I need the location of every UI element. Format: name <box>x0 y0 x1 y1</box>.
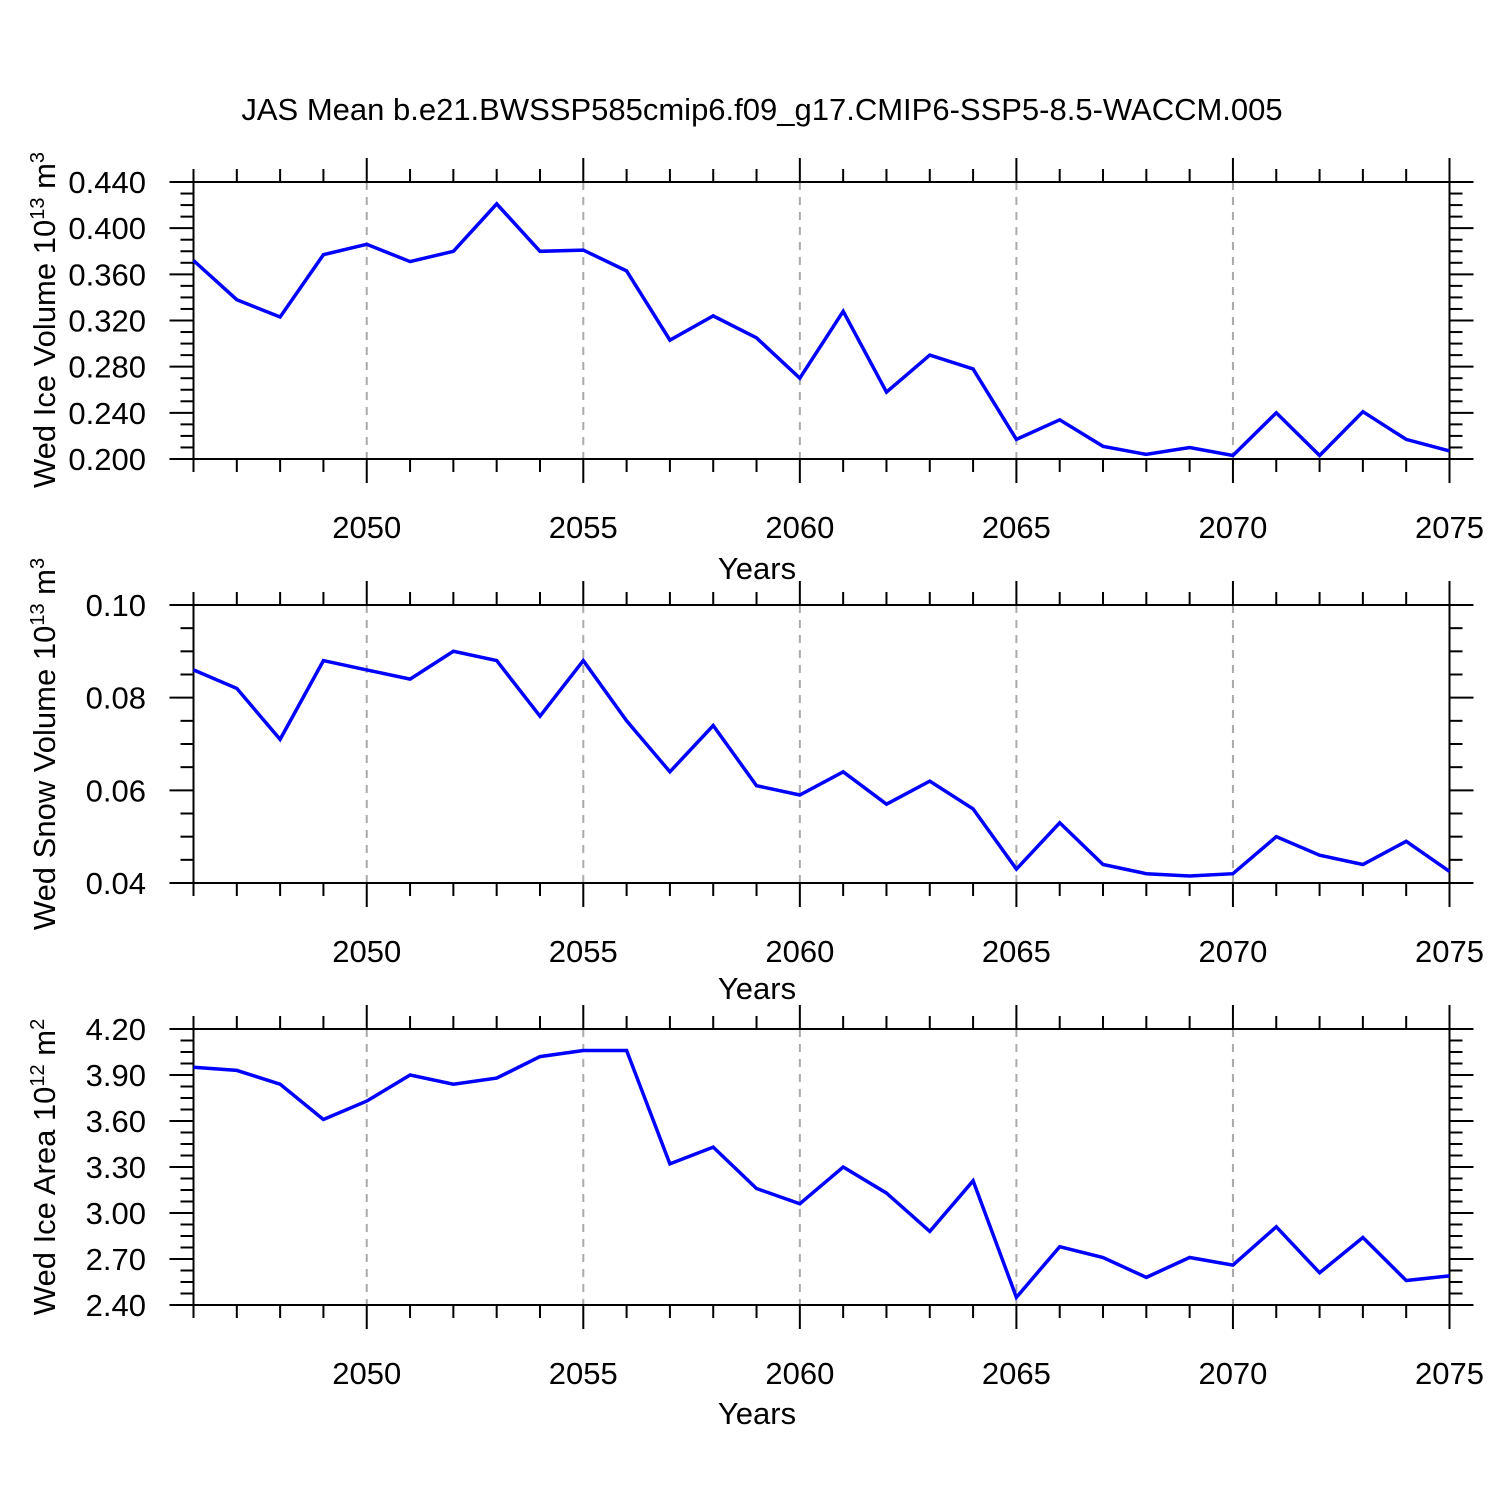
y-tick-label: 4.20 <box>86 1012 146 1047</box>
x-tick-label: 2055 <box>549 934 618 969</box>
unit-exponent: 2 <box>27 1018 49 1030</box>
plot-border <box>192 1028 1451 1306</box>
y-axis-unit: m <box>27 568 62 604</box>
x-tick-label: 2075 <box>1415 934 1484 969</box>
x-tick-label: 2065 <box>982 934 1051 969</box>
y-tick-label: 3.30 <box>86 1150 146 1185</box>
x-tick-label: 2065 <box>982 510 1051 545</box>
exponent: 13 <box>27 603 49 626</box>
y-tick-label: 0.08 <box>86 681 146 716</box>
y-axis-title-text: Wed Ice Volume 10 <box>27 219 62 489</box>
chart-panel-2: 0.04 0.06 0.08 0.10 2050 2055 2060 2065 2070 2075 <box>86 581 1484 969</box>
data-line <box>193 1048 1450 1301</box>
y-tick-label: 2.40 <box>86 1288 146 1323</box>
x-tick-label: 2050 <box>332 934 401 969</box>
y-tick-label: 3.60 <box>86 1104 146 1139</box>
plot-border <box>192 181 1451 460</box>
exponent: 13 <box>27 197 49 220</box>
y-tick-label: 2.70 <box>86 1242 146 1277</box>
x-axis-title-middle: Years <box>717 971 797 1006</box>
y-tick-label: 3.90 <box>86 1058 146 1093</box>
y-tick-label: 0.04 <box>86 866 146 901</box>
y-tick-label: 0.06 <box>86 773 146 808</box>
y-tick-label: 0.240 <box>68 396 146 431</box>
y-tick-label: 0.320 <box>68 304 146 339</box>
x-tick-label: 2065 <box>982 1356 1051 1391</box>
x-tick-label: 2075 <box>1415 1356 1484 1391</box>
y-tick-label: 0.440 <box>68 165 146 200</box>
figure-title: JAS Mean b.e21.BWSSP585cmip6.f09_g17.CMI… <box>241 92 1283 127</box>
y-axis-title-ice-area: Wed Ice Area 1012 m2 <box>27 1019 63 1315</box>
x-tick-label: 2070 <box>1198 510 1267 545</box>
y-axis-title-text: Wed Ice Area 10 <box>27 1086 62 1316</box>
x-tick-label: 2070 <box>1198 1356 1267 1391</box>
plot-border <box>192 604 1451 884</box>
unit-exponent: 3 <box>27 151 49 164</box>
y-tick-label: 0.200 <box>68 442 146 477</box>
x-tick-label: 2070 <box>1198 934 1267 969</box>
chart-panel-1: 0.200 0.240 0.280 0.320 0.360 0.400 0.440 2050 2… <box>68 158 1484 545</box>
x-tick-label: 2075 <box>1415 510 1484 545</box>
x-tick-label: 2060 <box>765 510 834 545</box>
data-line <box>192 201 1450 458</box>
exponent: 12 <box>27 1064 49 1087</box>
x-axis-title-bottom: Years <box>717 1396 797 1431</box>
y-tick-label: 3.00 <box>86 1196 146 1231</box>
x-tick-label: 2050 <box>332 1356 401 1391</box>
x-tick-label: 2060 <box>765 934 834 969</box>
y-tick-label: 0.280 <box>68 350 146 385</box>
y-tick-label: 0.10 <box>86 588 146 623</box>
y-axis-title-snow-volume: Wed Snow Volume 1013 m3 <box>27 558 63 930</box>
x-axis-title-top: Years <box>717 551 797 586</box>
y-axis-unit: m <box>27 163 62 198</box>
y-tick-label: 0.400 <box>68 211 146 246</box>
x-tick-label: 2055 <box>549 1356 618 1391</box>
x-tick-label: 2055 <box>549 510 618 545</box>
y-axis-unit: m <box>27 1029 62 1065</box>
y-axis-title-text: Wed Snow Volume 10 <box>27 625 62 931</box>
chart-panel-3: 2.40 2.70 3.00 3.30 3.60 3.90 4.20 2050 2055 2060… <box>86 1005 1484 1391</box>
y-axis-title-ice-volume: Wed Ice Volume 1013 m3 <box>27 152 63 488</box>
x-tick-label: 2060 <box>765 1356 834 1391</box>
data-line <box>192 649 1451 878</box>
y-tick-label: 0.360 <box>68 257 146 292</box>
unit-exponent: 3 <box>27 557 49 569</box>
x-tick-label: 2050 <box>332 510 401 545</box>
